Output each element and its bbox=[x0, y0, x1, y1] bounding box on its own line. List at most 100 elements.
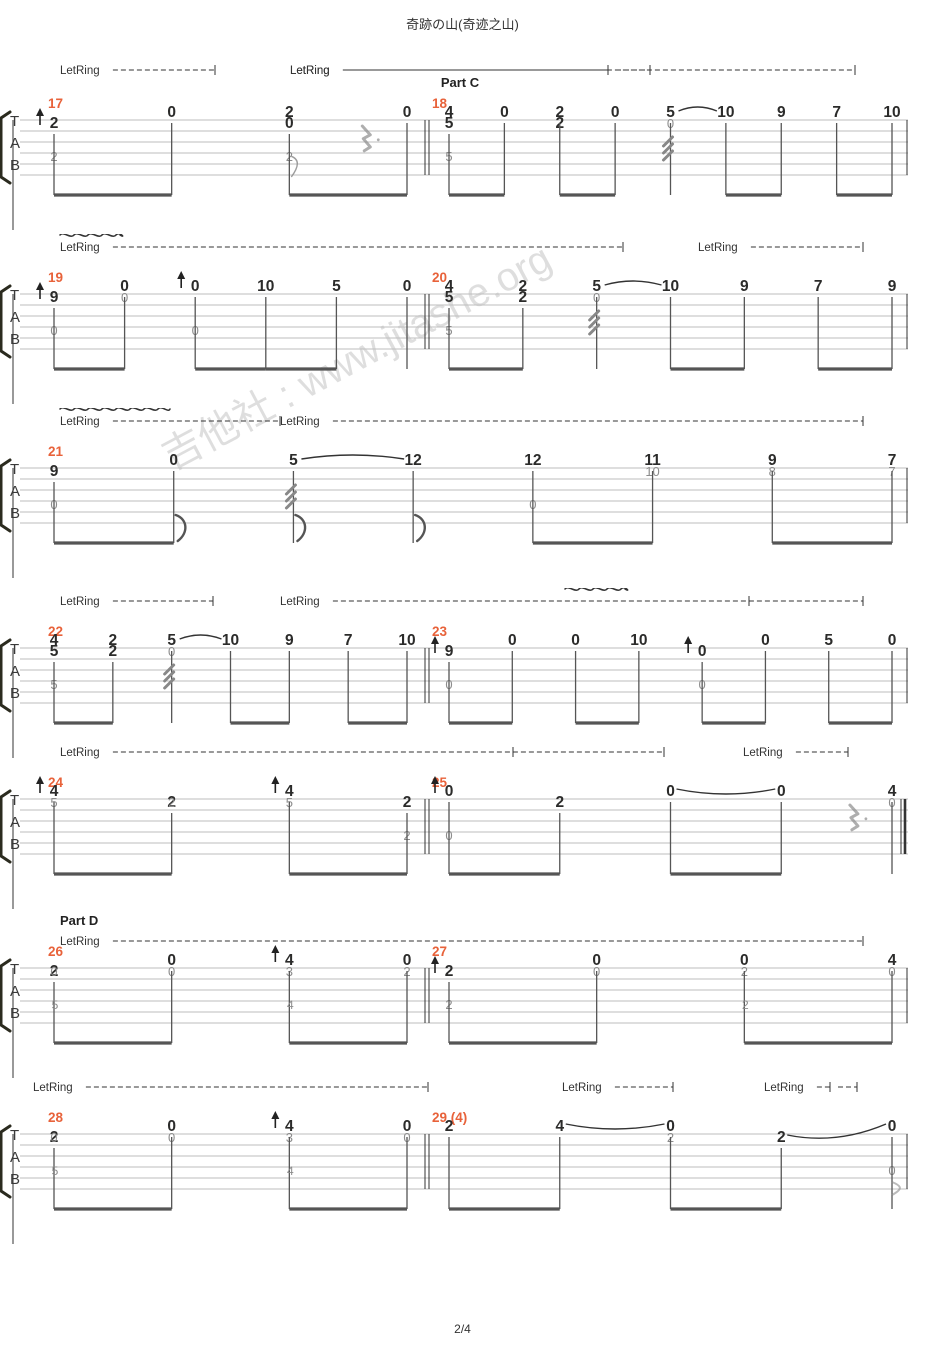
svg-text:12: 12 bbox=[524, 452, 541, 469]
svg-text:A: A bbox=[10, 483, 20, 500]
svg-text:2: 2 bbox=[168, 795, 175, 810]
svg-text:10: 10 bbox=[883, 104, 900, 121]
svg-text:LetRing: LetRing bbox=[33, 1082, 73, 1094]
svg-text:LetRing: LetRing bbox=[290, 65, 330, 77]
svg-text:9: 9 bbox=[285, 632, 294, 649]
svg-text:0: 0 bbox=[777, 783, 786, 800]
svg-text:2: 2 bbox=[445, 1118, 454, 1135]
svg-text:0: 0 bbox=[571, 632, 580, 649]
svg-text:LetRing: LetRing bbox=[60, 747, 100, 759]
svg-text:19: 19 bbox=[48, 270, 63, 285]
svg-text:10: 10 bbox=[398, 632, 415, 649]
svg-text:7: 7 bbox=[814, 278, 823, 295]
svg-text:0: 0 bbox=[445, 783, 454, 800]
svg-text:B: B bbox=[10, 836, 20, 853]
svg-text:5: 5 bbox=[824, 632, 833, 649]
svg-text:2: 2 bbox=[445, 963, 454, 980]
svg-text:2: 2 bbox=[519, 278, 528, 295]
svg-text:5: 5 bbox=[52, 998, 59, 1012]
svg-text:17: 17 bbox=[48, 96, 63, 111]
svg-text:0: 0 bbox=[191, 278, 200, 295]
svg-text:A: A bbox=[10, 983, 20, 1000]
svg-text:T: T bbox=[10, 792, 19, 809]
svg-text:B: B bbox=[10, 685, 20, 702]
svg-text:2: 2 bbox=[285, 104, 294, 121]
svg-text:Part D: Part D bbox=[60, 913, 98, 928]
svg-text:26: 26 bbox=[48, 944, 64, 959]
svg-text:2: 2 bbox=[50, 115, 59, 132]
svg-text:0: 0 bbox=[500, 104, 509, 121]
svg-text:12: 12 bbox=[405, 452, 422, 469]
svg-text:10: 10 bbox=[257, 278, 274, 295]
svg-text:0: 0 bbox=[169, 452, 178, 469]
svg-text:0: 0 bbox=[403, 104, 412, 121]
svg-text:T: T bbox=[10, 1127, 19, 1144]
svg-text:T: T bbox=[10, 287, 19, 304]
svg-text:T: T bbox=[10, 961, 19, 978]
svg-text:7: 7 bbox=[832, 104, 841, 121]
svg-text:B: B bbox=[10, 331, 20, 348]
svg-text:9: 9 bbox=[50, 463, 59, 480]
svg-text:B: B bbox=[10, 1005, 20, 1022]
svg-text:A: A bbox=[10, 814, 20, 831]
svg-text:B: B bbox=[10, 505, 20, 522]
svg-text:2: 2 bbox=[777, 1129, 786, 1146]
svg-text:10: 10 bbox=[630, 632, 647, 649]
svg-text:LetRing: LetRing bbox=[764, 1082, 804, 1094]
svg-text:A: A bbox=[10, 1149, 20, 1166]
svg-text:0: 0 bbox=[50, 1130, 57, 1145]
svg-text:B: B bbox=[10, 1171, 20, 1188]
svg-text:0: 0 bbox=[167, 104, 176, 121]
svg-text:LetRing: LetRing bbox=[60, 65, 100, 77]
svg-text:0: 0 bbox=[698, 643, 707, 660]
svg-text:9: 9 bbox=[777, 104, 786, 121]
svg-text:A: A bbox=[10, 663, 20, 680]
svg-text:5: 5 bbox=[52, 1164, 59, 1178]
svg-text:27: 27 bbox=[432, 944, 447, 959]
svg-text:0: 0 bbox=[666, 783, 675, 800]
svg-text:0: 0 bbox=[888, 1118, 897, 1135]
svg-text:T: T bbox=[10, 113, 19, 130]
svg-text:28: 28 bbox=[48, 1110, 64, 1125]
svg-text:0: 0 bbox=[403, 278, 412, 295]
svg-text:LetRing: LetRing bbox=[280, 596, 320, 608]
svg-text:LetRing: LetRing bbox=[743, 747, 783, 759]
svg-text:2: 2 bbox=[109, 632, 118, 649]
svg-text:23: 23 bbox=[432, 624, 448, 639]
svg-text:2: 2 bbox=[555, 794, 564, 811]
svg-text:4: 4 bbox=[50, 632, 59, 649]
svg-text:5: 5 bbox=[332, 278, 341, 295]
svg-text:0: 0 bbox=[888, 632, 897, 649]
svg-text:Part C: Part C bbox=[441, 75, 480, 90]
svg-text:LetRing: LetRing bbox=[562, 1082, 602, 1094]
svg-text:9: 9 bbox=[740, 278, 749, 295]
svg-text:LetRing: LetRing bbox=[60, 242, 100, 254]
svg-text:5: 5 bbox=[289, 452, 298, 469]
svg-text:21: 21 bbox=[48, 444, 64, 459]
svg-text:9: 9 bbox=[888, 278, 897, 295]
svg-text:4: 4 bbox=[287, 1164, 294, 1178]
svg-text:9: 9 bbox=[445, 643, 454, 660]
svg-text:A: A bbox=[10, 309, 20, 326]
svg-text:0: 0 bbox=[508, 632, 517, 649]
svg-text:0: 0 bbox=[50, 964, 57, 979]
svg-text:LetRing: LetRing bbox=[60, 596, 100, 608]
svg-text:0: 0 bbox=[611, 104, 620, 121]
svg-text:9: 9 bbox=[50, 289, 59, 306]
svg-text:2: 2 bbox=[742, 998, 749, 1012]
svg-text:10: 10 bbox=[222, 632, 239, 649]
svg-text:LetRing: LetRing bbox=[60, 416, 100, 428]
svg-text:LetRing: LetRing bbox=[698, 242, 738, 254]
svg-text:7: 7 bbox=[344, 632, 353, 649]
svg-text:2: 2 bbox=[403, 794, 412, 811]
svg-text:B: B bbox=[10, 157, 20, 174]
svg-text:4: 4 bbox=[445, 104, 454, 121]
svg-text:T: T bbox=[10, 641, 19, 658]
svg-text:A: A bbox=[10, 135, 20, 152]
svg-text:0: 0 bbox=[761, 632, 770, 649]
svg-text:4: 4 bbox=[555, 1118, 564, 1135]
svg-text:4: 4 bbox=[287, 998, 294, 1012]
svg-text:T: T bbox=[10, 461, 19, 478]
svg-text:LetRing: LetRing bbox=[280, 416, 320, 428]
svg-text:10: 10 bbox=[717, 104, 734, 121]
